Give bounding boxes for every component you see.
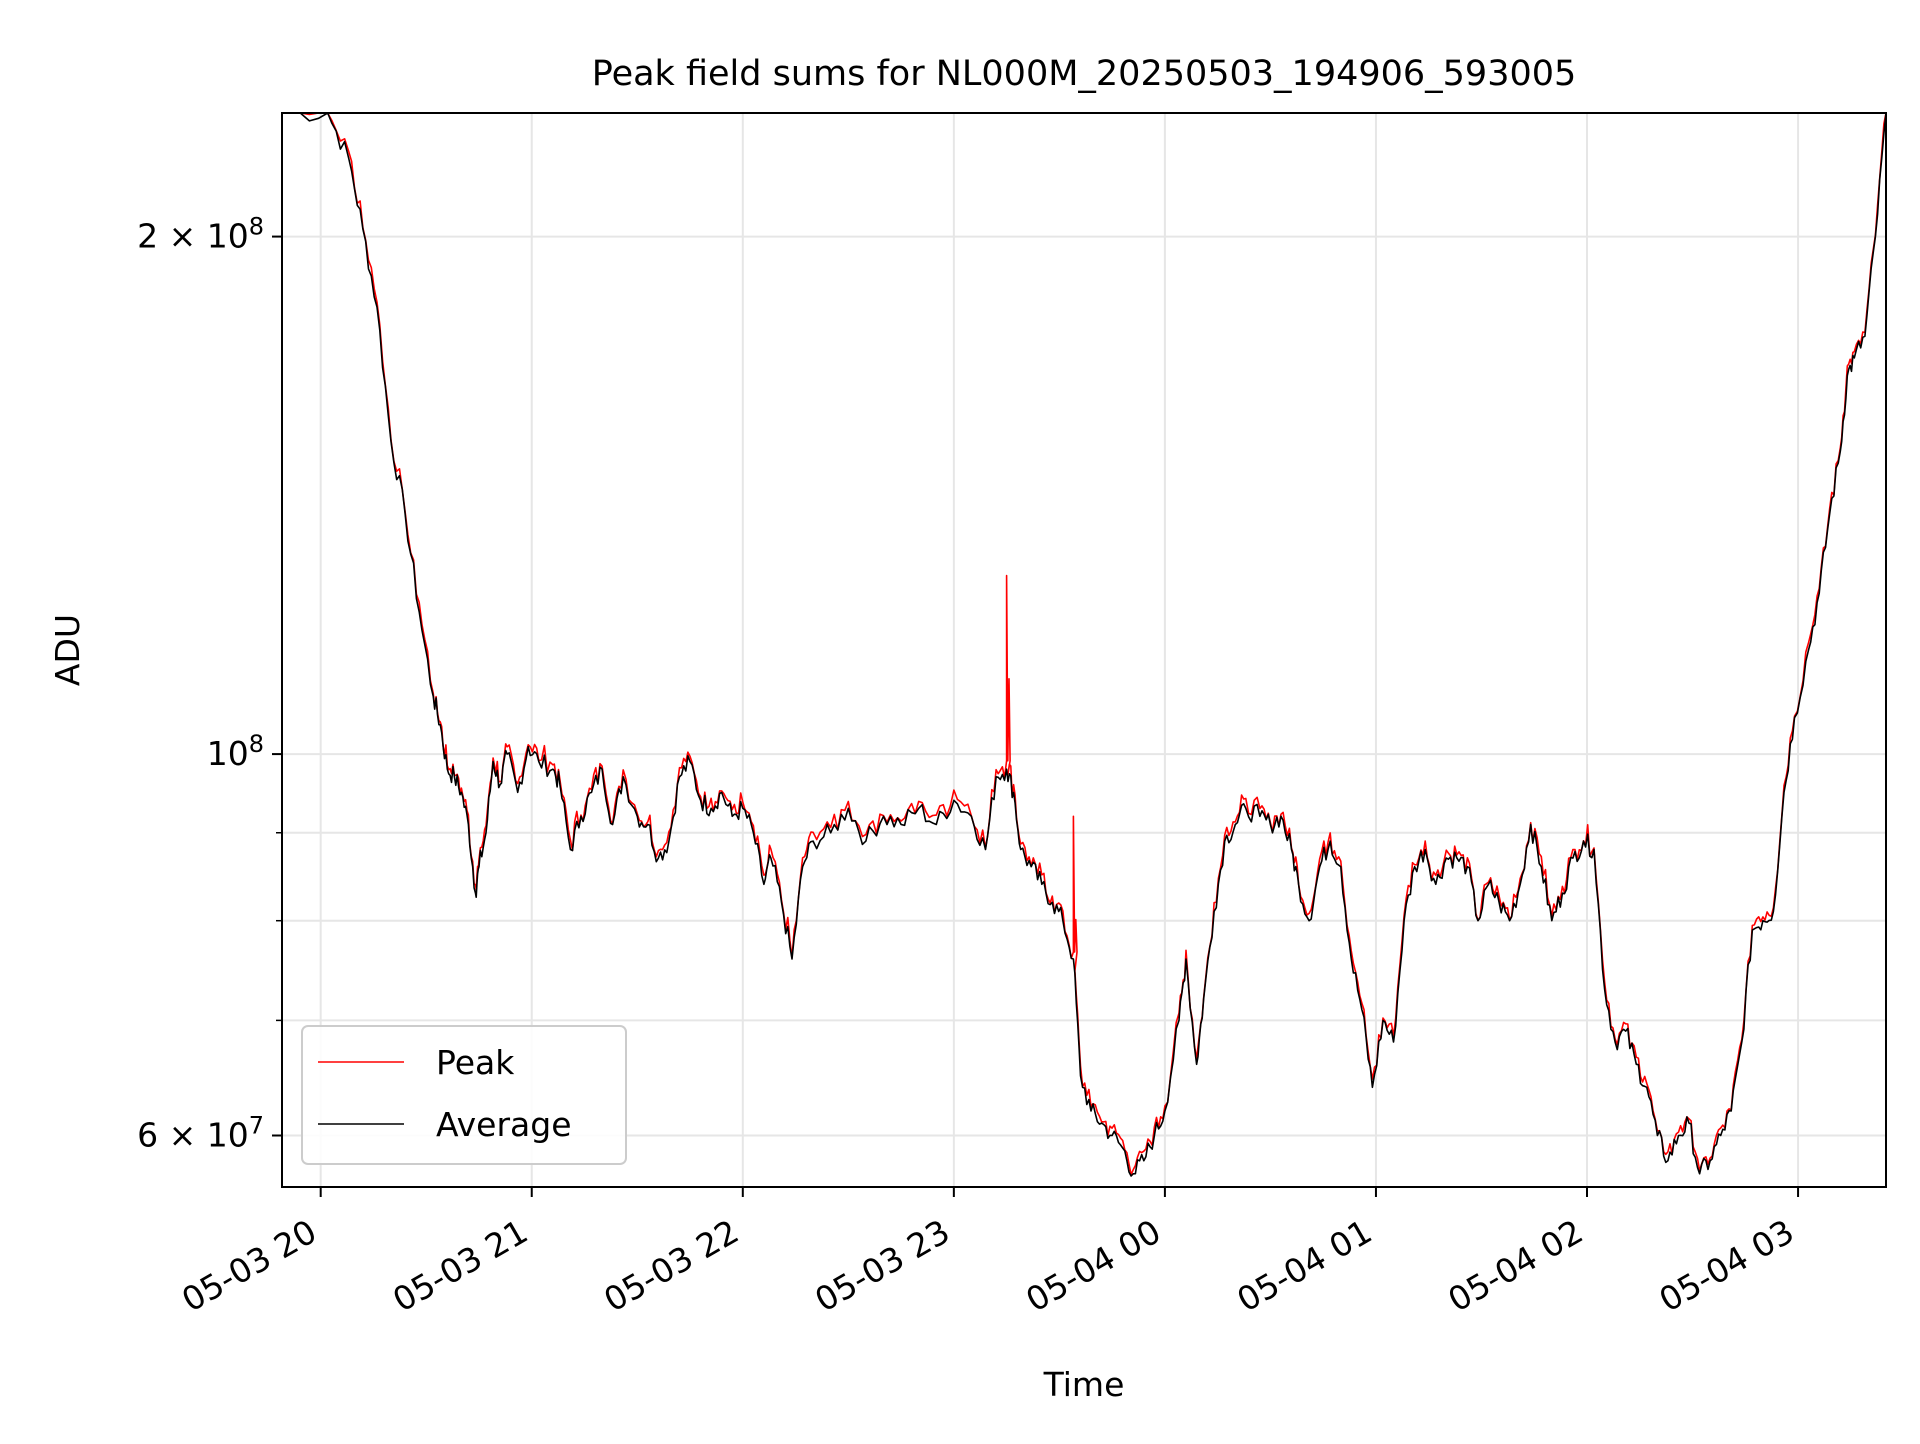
legend-label-average: Average [436, 1105, 572, 1144]
series-line-average [281, 112, 1887, 1177]
plot-frame [281, 112, 1887, 1188]
series-lines [281, 112, 1887, 1177]
chart-title: Peak field sums for NL000M_20250503_1949… [592, 54, 1577, 94]
y-axis-label: ADU [48, 614, 87, 686]
x-axis-label: Time [1043, 1365, 1125, 1404]
legend-label-peak: Peak [436, 1043, 515, 1082]
grid [282, 113, 1886, 1187]
y-tick-label: 2 × 108 [137, 213, 264, 256]
legend-box [301, 1025, 627, 1165]
legend: Peak Average [301, 1025, 627, 1165]
y-tick-label: 6 × 107 [137, 1111, 264, 1154]
